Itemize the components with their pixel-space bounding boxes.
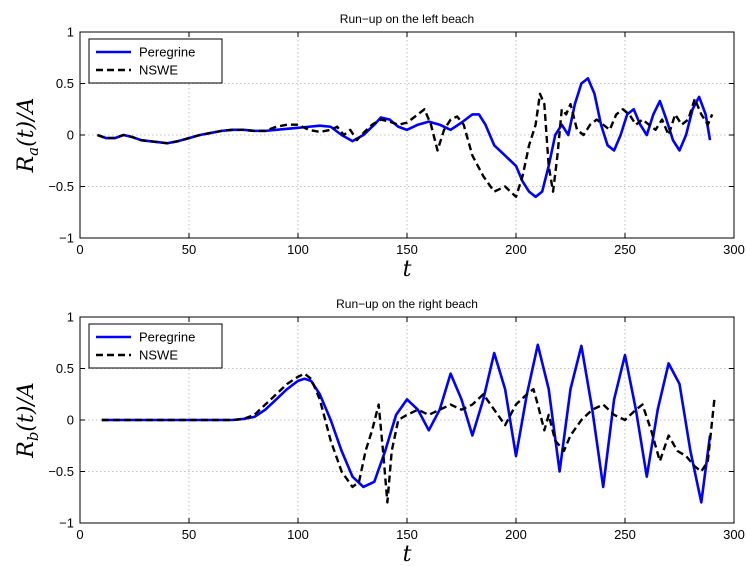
x-tick-label: 150 bbox=[396, 527, 418, 542]
x-axis-label: t bbox=[403, 542, 412, 566]
y-tick-label: −1 bbox=[59, 231, 74, 246]
chart-title: Run−up on the right beach bbox=[336, 297, 478, 311]
x-tick-label: 0 bbox=[76, 527, 83, 542]
y-tick-label: 1 bbox=[67, 25, 74, 40]
x-tick-label: 200 bbox=[505, 527, 527, 542]
y-tick-label: 1 bbox=[67, 310, 74, 325]
x-tick-label: 250 bbox=[614, 242, 636, 257]
legend-box bbox=[88, 38, 223, 84]
x-tick-label: 50 bbox=[182, 242, 196, 257]
y-axis-label: Ra(t)/A bbox=[14, 98, 42, 174]
series-line-nswe bbox=[101, 372, 716, 504]
x-tick-label: 100 bbox=[287, 527, 309, 542]
x-axis-label: t bbox=[403, 257, 412, 282]
x-tick-label: 0 bbox=[76, 242, 83, 257]
y-axis-label: Rb(t)/A bbox=[14, 382, 42, 459]
legend: Peregrine NSWE bbox=[88, 323, 223, 369]
legend-box bbox=[88, 323, 223, 369]
y-tick-label: −1 bbox=[59, 516, 74, 531]
y-tick-label: −0.5 bbox=[48, 179, 74, 194]
x-tick-label: 150 bbox=[396, 242, 418, 257]
legend: Peregrine NSWE bbox=[88, 38, 223, 84]
x-tick-label: 250 bbox=[614, 527, 636, 542]
legend-label-peregrine: Peregrine bbox=[139, 330, 195, 345]
x-tick-label: 300 bbox=[723, 242, 745, 257]
y-tick-label: 0.5 bbox=[56, 76, 74, 91]
legend-label-nswe: NSWE bbox=[139, 348, 178, 363]
legend-label-peregrine: Peregrine bbox=[139, 45, 195, 60]
chart-title: Run−up on the left beach bbox=[340, 12, 474, 26]
plot-left-beach: 0 50 100 150 200 250 300 −1 −0.5 0 0.5 1 Run−up on t… bbox=[14, 12, 745, 282]
y-tick-label: 0.5 bbox=[56, 361, 74, 376]
y-tick-label: 0 bbox=[67, 128, 74, 143]
x-tick-label: 50 bbox=[182, 527, 196, 542]
plot-right-beach: 0 50 100 150 200 250 300 −1 −0.5 0 0.5 1 Run−up on t… bbox=[14, 297, 745, 566]
y-tick-label: −0.5 bbox=[48, 464, 74, 479]
y-tick-label: 0 bbox=[67, 413, 74, 428]
series-line-peregrine bbox=[101, 343, 712, 504]
x-tick-label: 100 bbox=[287, 242, 309, 257]
legend-label-nswe: NSWE bbox=[139, 63, 178, 78]
x-tick-label: 200 bbox=[505, 242, 527, 257]
x-tick-label: 300 bbox=[723, 527, 745, 542]
